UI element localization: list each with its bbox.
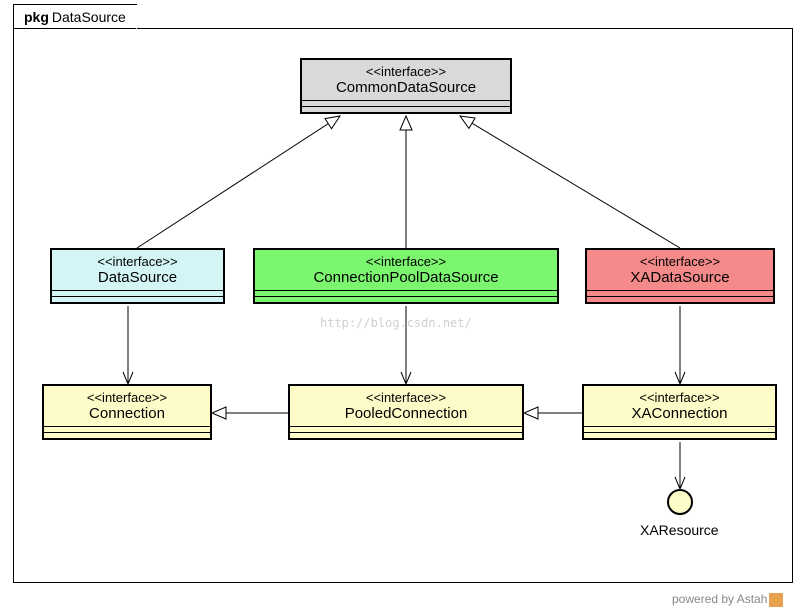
node-label-xaresource: XAResource (640, 522, 719, 538)
node-connpool: <<interface>>ConnectionPoolDataSource (253, 248, 559, 304)
watermark: http://blog.csdn.net/ (320, 316, 472, 330)
astah-icon (769, 593, 783, 607)
node-datasource: <<interface>>DataSource (50, 248, 225, 304)
node-xadatasource: <<interface>>XADataSource (585, 248, 775, 304)
class-name: PooledConnection (300, 405, 512, 424)
stereotype: <<interface>> (594, 390, 765, 405)
package-name: DataSource (52, 9, 126, 25)
watermark-text: http://blog.csdn.net/ (320, 316, 472, 330)
class-name: Connection (54, 405, 200, 424)
node-connection: <<interface>>Connection (42, 384, 212, 440)
stereotype: <<interface>> (312, 64, 500, 79)
stereotype: <<interface>> (597, 254, 763, 269)
class-name: DataSource (62, 269, 213, 288)
stereotype: <<interface>> (54, 390, 200, 405)
node-common: <<interface>>CommonDataSource (300, 58, 512, 114)
class-name: XAConnection (594, 405, 765, 424)
node-xaconn: <<interface>>XAConnection (582, 384, 777, 440)
stereotype: <<interface>> (265, 254, 547, 269)
package-tab: pkg DataSource (13, 4, 137, 29)
class-name: ConnectionPoolDataSource (265, 269, 547, 288)
stereotype: <<interface>> (300, 390, 512, 405)
class-name: CommonDataSource (312, 79, 500, 98)
class-name: XADataSource (597, 269, 763, 288)
node-xaresource (667, 489, 693, 515)
footer-text: powered by Astah (672, 592, 767, 606)
node-pooled: <<interface>>PooledConnection (288, 384, 524, 440)
footer-credit: powered by Astah (672, 592, 783, 607)
stereotype: <<interface>> (62, 254, 213, 269)
package-prefix: pkg (24, 9, 49, 25)
